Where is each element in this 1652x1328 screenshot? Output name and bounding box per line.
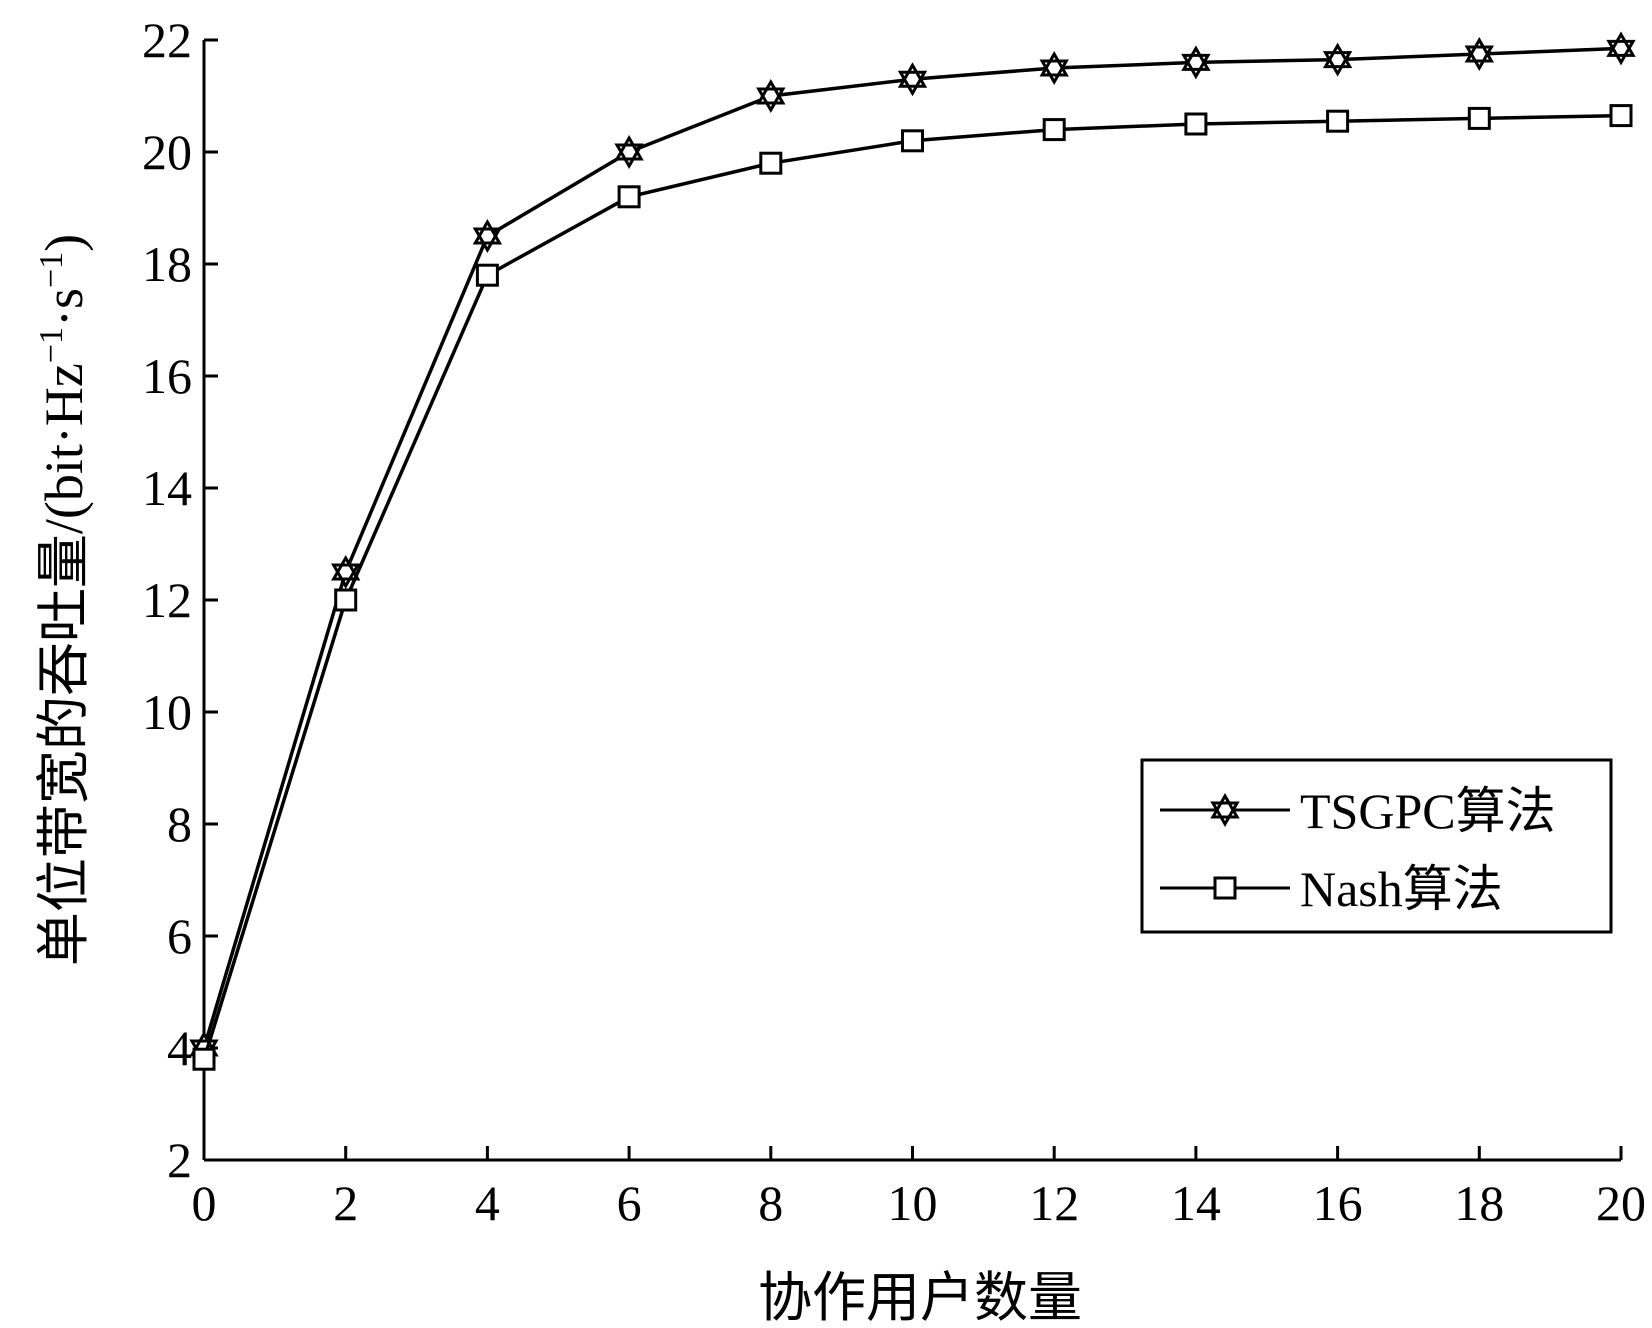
- data-point: [1326, 109, 1350, 133]
- series-layer: [189, 31, 1636, 1071]
- y-tick-label: 6: [167, 908, 192, 964]
- y-ticks: 2 4 6 8 10 12 14 16 18 20 22: [142, 12, 218, 1188]
- data-point: [756, 78, 786, 114]
- y-axis-title-mid: ·s: [34, 288, 94, 327]
- data-point: [475, 263, 499, 287]
- square-marker: [1213, 876, 1237, 900]
- data-point: [1467, 106, 1491, 130]
- data-point: [759, 151, 783, 175]
- square-marker: [1184, 112, 1208, 136]
- star-marker-down: [614, 143, 644, 170]
- square-marker: [334, 588, 358, 612]
- y-tick-label: 16: [142, 348, 192, 404]
- y-axis-title-sup2: −1: [33, 252, 70, 288]
- series-1: [192, 104, 1633, 1071]
- x-tick-label: 2: [333, 1175, 358, 1231]
- y-axis-title-end: ): [34, 234, 94, 252]
- square-marker: [617, 185, 641, 209]
- x-tick-label: 16: [1313, 1175, 1363, 1231]
- y-tick-label: 2: [167, 1132, 192, 1188]
- star-marker-down: [1464, 45, 1494, 72]
- data-point: [901, 129, 924, 153]
- square-marker: [901, 129, 924, 153]
- square-marker: [1042, 118, 1066, 142]
- x-tick-label: 6: [617, 1175, 642, 1231]
- y-tick-label: 18: [142, 236, 192, 292]
- x-tick-label: 0: [192, 1175, 217, 1231]
- data-point: [472, 218, 503, 254]
- data-point: [1184, 112, 1208, 136]
- x-tick-label: 14: [1171, 1175, 1221, 1231]
- y-tick-label: 8: [167, 796, 192, 852]
- data-point: [192, 1047, 216, 1071]
- legend-label-nash: Nash算法: [1300, 861, 1503, 917]
- star-marker-down: [1322, 51, 1353, 77]
- legend-marker-square: [1213, 876, 1237, 900]
- square-marker: [1609, 104, 1633, 128]
- legend: TSGPC算法 Nash算法: [1140, 758, 1613, 934]
- data-point: [617, 185, 641, 209]
- star-marker-down: [897, 70, 928, 97]
- square-marker: [1326, 109, 1350, 133]
- legend-entry-tsgpc: TSGPC算法: [1160, 783, 1556, 839]
- square-marker: [475, 263, 499, 287]
- data-point: [331, 554, 361, 590]
- star-marker-down: [472, 227, 503, 254]
- legend-entry-nash: Nash算法: [1160, 861, 1503, 917]
- x-tick-label: 4: [475, 1175, 500, 1231]
- data-point: [1609, 104, 1633, 128]
- x-tick-label: 8: [758, 1175, 783, 1231]
- data-point: [1042, 118, 1066, 142]
- data-point: [1322, 42, 1353, 77]
- y-tick-label: 20: [142, 124, 192, 180]
- star-marker-down: [1039, 59, 1069, 86]
- data-point: [1039, 50, 1069, 86]
- x-tick-label: 20: [1596, 1175, 1646, 1231]
- x-tick-label: 10: [888, 1175, 938, 1231]
- data-point: [334, 588, 358, 612]
- x-ticks: 0 2 4 6 8 10 12 14 16 18 20: [192, 1146, 1646, 1231]
- x-axis-title: 协作用户数量: [758, 1268, 1082, 1328]
- legend-label-tsgpc: TSGPC算法: [1300, 783, 1556, 839]
- y-axis-title-main: 单位带宽的吞吐量/(bit·Hz: [34, 363, 94, 966]
- square-marker: [1467, 106, 1491, 130]
- star-marker-down: [756, 87, 786, 114]
- y-axis-title: 单位带宽的吞吐量/(bit·Hz−1·s−1): [33, 234, 94, 966]
- x-tick-label: 12: [1029, 1175, 1079, 1231]
- y-tick-label: 4: [167, 1020, 192, 1076]
- star-marker-down: [1181, 53, 1211, 80]
- square-marker: [192, 1047, 216, 1071]
- legend-box: [1140, 758, 1613, 934]
- y-tick-label: 12: [142, 572, 192, 628]
- axes: [202, 40, 1621, 1162]
- y-tick-label: 22: [142, 12, 192, 68]
- data-point: [614, 134, 644, 170]
- star-marker-down: [1606, 39, 1636, 66]
- star-marker-down: [331, 563, 361, 590]
- x-tick-label: 18: [1454, 1175, 1504, 1231]
- y-axis-title-sup1: −1: [33, 327, 70, 363]
- y-tick-label: 10: [142, 684, 192, 740]
- legend-marker-star: [1210, 792, 1240, 828]
- star-marker-down: [1210, 801, 1240, 828]
- data-point: [897, 62, 928, 97]
- square-marker: [759, 151, 783, 175]
- data-point: [1606, 31, 1636, 66]
- data-point: [1181, 45, 1211, 80]
- y-tick-label: 14: [142, 460, 192, 516]
- data-point: [1464, 36, 1494, 72]
